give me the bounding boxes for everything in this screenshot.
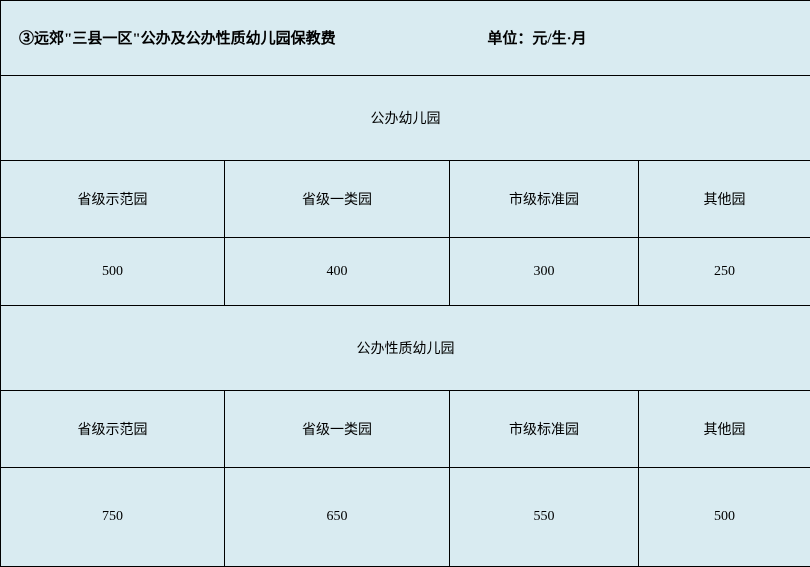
col-header-2-1: 省级示范园	[1, 390, 225, 468]
title-cell: ③远郊"三县一区"公办及公办性质幼儿园保教费 单位：元/生·月	[1, 1, 810, 76]
col-header-2-3: 市级标准园	[450, 390, 639, 468]
section-header-row-1: 公办幼儿园	[1, 75, 810, 160]
title-row: ③远郊"三县一区"公办及公办性质幼儿园保教费 单位：元/生·月	[1, 1, 810, 76]
data-cell-1-1: 500	[1, 238, 225, 305]
data-cell-2-1: 750	[1, 468, 225, 567]
data-cell-2-3: 550	[450, 468, 639, 567]
col-header-2-2: 省级一类园	[225, 390, 450, 468]
title-unit: 单位：元/生·月	[487, 27, 586, 48]
data-cell-2-4: 500	[639, 468, 810, 567]
col-header-1-3: 市级标准园	[450, 160, 639, 238]
fee-table-container: ③远郊"三县一区"公办及公办性质幼儿园保教费 单位：元/生·月 公办幼儿园 省级…	[0, 0, 810, 567]
section-header-1: 公办幼儿园	[1, 75, 810, 160]
column-header-row-1: 省级示范园 省级一类园 市级标准园 其他园	[1, 160, 810, 238]
col-header-1-1: 省级示范园	[1, 160, 225, 238]
col-header-1-2: 省级一类园	[225, 160, 450, 238]
title-main: ③远郊"三县一区"公办及公办性质幼儿园保教费	[19, 27, 336, 48]
data-cell-1-4: 250	[639, 238, 810, 305]
col-header-1-4: 其他园	[639, 160, 810, 238]
fee-table: ③远郊"三县一区"公办及公办性质幼儿园保教费 单位：元/生·月 公办幼儿园 省级…	[0, 0, 810, 567]
data-row-1: 500 400 300 250	[1, 238, 810, 305]
col-header-2-4: 其他园	[639, 390, 810, 468]
data-cell-2-2: 650	[225, 468, 450, 567]
section-header-2: 公办性质幼儿园	[1, 305, 810, 390]
column-header-row-2: 省级示范园 省级一类园 市级标准园 其他园	[1, 390, 810, 468]
data-cell-1-3: 300	[450, 238, 639, 305]
section-header-row-2: 公办性质幼儿园	[1, 305, 810, 390]
data-row-2: 750 650 550 500	[1, 468, 810, 567]
data-cell-1-2: 400	[225, 238, 450, 305]
